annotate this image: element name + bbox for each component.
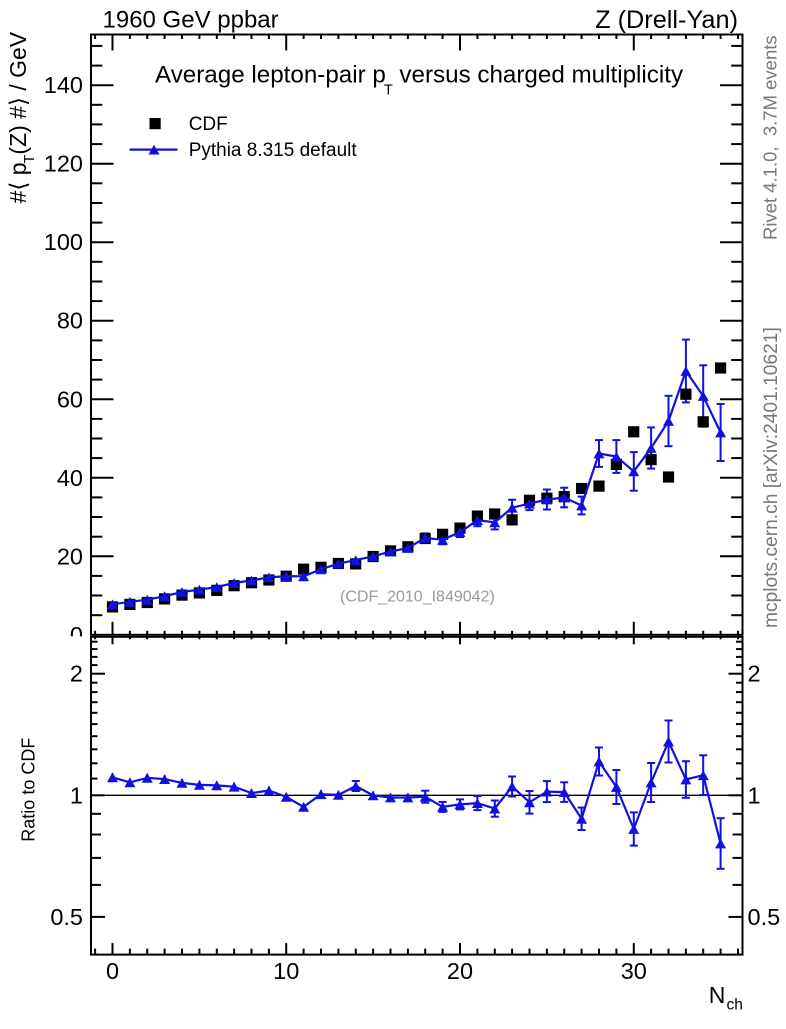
svg-text:20: 20	[447, 958, 473, 984]
svg-text:1: 1	[70, 782, 83, 808]
svg-text:mcplots.cern.ch [arXiv:2401.10: mcplots.cern.ch [arXiv:2401.10621]	[761, 327, 782, 628]
svg-text:Pythia 8.315 default: Pythia 8.315 default	[189, 140, 358, 161]
svg-text:10: 10	[273, 958, 299, 984]
svg-text:100: 100	[44, 229, 83, 255]
svg-text:2: 2	[70, 661, 83, 687]
svg-text:Ratio to CDF: Ratio to CDF	[19, 738, 39, 842]
svg-text:ch: ch	[727, 997, 743, 1014]
svg-text:120: 120	[44, 151, 83, 177]
svg-text:Z (Drell-Yan): Z (Drell-Yan)	[595, 6, 738, 34]
svg-text:Rivet 4.1.0, 3.7M events: Rivet 4.1.0, 3.7M events	[760, 35, 781, 240]
svg-text:60: 60	[57, 386, 83, 412]
svg-text:0: 0	[106, 958, 119, 984]
svg-text:40: 40	[57, 465, 83, 491]
svg-text:20: 20	[57, 543, 83, 569]
svg-text:1960 GeV ppbar: 1960 GeV ppbar	[103, 7, 279, 34]
svg-text:80: 80	[57, 308, 83, 334]
svg-text:30: 30	[621, 958, 647, 984]
svg-text:140: 140	[44, 72, 83, 98]
svg-text:0.5: 0.5	[50, 904, 83, 930]
svg-text:N: N	[709, 982, 726, 1008]
svg-text:2: 2	[748, 661, 761, 687]
svg-text:CDF: CDF	[189, 114, 228, 135]
svg-text:0.5: 0.5	[748, 904, 781, 930]
svg-text:(CDF_2010_I849042): (CDF_2010_I849042)	[340, 589, 495, 606]
svg-text:1: 1	[748, 782, 761, 808]
